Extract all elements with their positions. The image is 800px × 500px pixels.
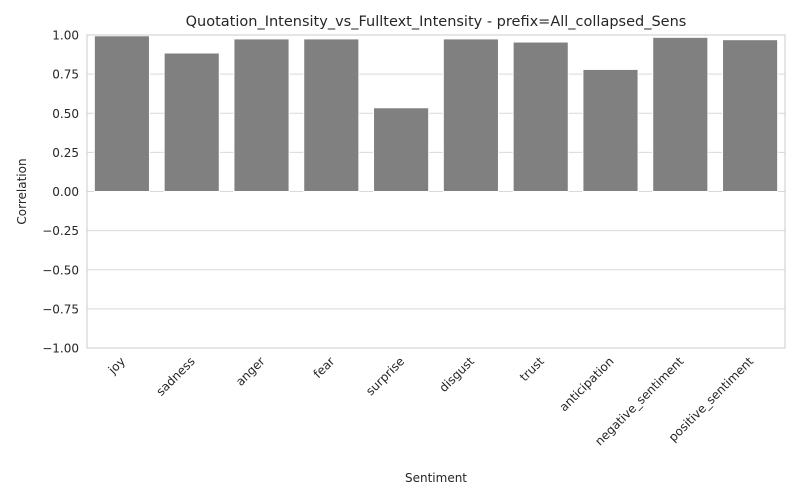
bar-anger xyxy=(233,38,290,192)
bar-positive_sentiment xyxy=(722,39,779,192)
x-tick-label-anger: anger xyxy=(233,354,268,389)
y-tick-label: 0.75 xyxy=(52,68,79,82)
x-tick-label-sadness: sadness xyxy=(153,354,197,398)
y-tick-label: 1.00 xyxy=(52,29,79,43)
x-tick-label-anticipation: anticipation xyxy=(557,354,617,414)
chart-title: Quotation_Intensity_vs_Fulltext_Intensit… xyxy=(186,14,687,30)
y-axis-label: Correlation xyxy=(15,158,29,224)
plot-frame xyxy=(86,34,786,349)
bar-joy xyxy=(93,35,150,192)
x-tick-label-disgust: disgust xyxy=(436,354,477,395)
bar-surprise xyxy=(373,107,430,192)
y-tick-label: −0.25 xyxy=(42,224,79,238)
bar-anticipation xyxy=(582,68,639,192)
y-tick-labels: −1.00 −0.75 −0.50 −0.25 0.00 0.25 0.50 0.75 1.00 xyxy=(42,29,79,356)
y-tick-label: 0.00 xyxy=(52,185,79,199)
bar-disgust xyxy=(442,38,499,192)
y-tick-label: 0.50 xyxy=(52,107,79,121)
y-tick-label: −1.00 xyxy=(42,342,79,356)
bar-negative_sentiment xyxy=(652,36,709,192)
bar-sadness xyxy=(163,52,220,193)
x-tick-label-fear: fear xyxy=(311,354,338,381)
x-tick-label-surprise: surprise xyxy=(363,354,407,398)
y-tick-label: 0.25 xyxy=(52,146,79,160)
x-tick-labels: joy sadness anger fear surprise disgust trust a… xyxy=(105,354,757,448)
bar-trust xyxy=(512,41,569,193)
bar-fear xyxy=(303,38,360,192)
x-tick-label-trust: trust xyxy=(517,354,547,384)
y-tick-label: −0.50 xyxy=(42,263,79,277)
bars xyxy=(93,35,779,193)
y-tick-label: −0.75 xyxy=(42,302,79,316)
x-tick-label-joy: joy xyxy=(105,354,128,377)
x-axis-label: Sentiment xyxy=(405,471,467,485)
